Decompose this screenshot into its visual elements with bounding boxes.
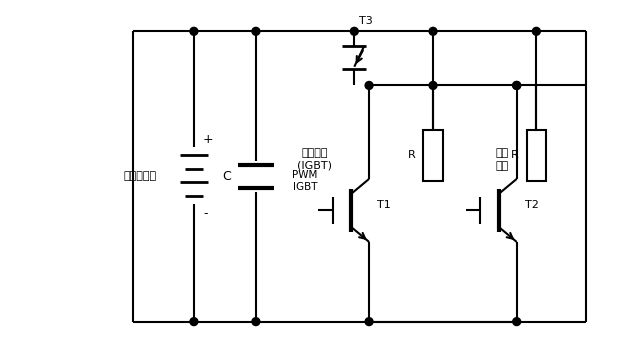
Text: T3: T3	[359, 16, 373, 27]
Circle shape	[190, 318, 198, 326]
Circle shape	[513, 318, 521, 326]
Text: C: C	[222, 170, 231, 183]
Circle shape	[533, 27, 540, 35]
Circle shape	[429, 82, 437, 89]
Text: 高电压电池: 高电压电池	[123, 171, 156, 181]
Circle shape	[429, 27, 437, 35]
Text: 加热
元件: 加热 元件	[495, 148, 508, 171]
Circle shape	[350, 27, 358, 35]
Text: -: -	[204, 207, 208, 220]
Bar	[423, 130, 443, 181]
Circle shape	[513, 82, 521, 89]
Circle shape	[252, 318, 260, 326]
Text: R: R	[407, 150, 416, 160]
Text: +: +	[202, 133, 213, 146]
Circle shape	[513, 82, 521, 89]
Text: T1: T1	[377, 200, 391, 210]
Text: R: R	[511, 150, 519, 160]
Circle shape	[365, 318, 373, 326]
Bar	[526, 130, 546, 181]
Circle shape	[190, 27, 198, 35]
Circle shape	[252, 27, 260, 35]
Text: 安全开关
(IGBT): 安全开关 (IGBT)	[297, 148, 333, 171]
Text: T2: T2	[525, 200, 538, 210]
Text: PWM
IGBT: PWM IGBT	[292, 170, 318, 192]
Circle shape	[365, 82, 373, 89]
